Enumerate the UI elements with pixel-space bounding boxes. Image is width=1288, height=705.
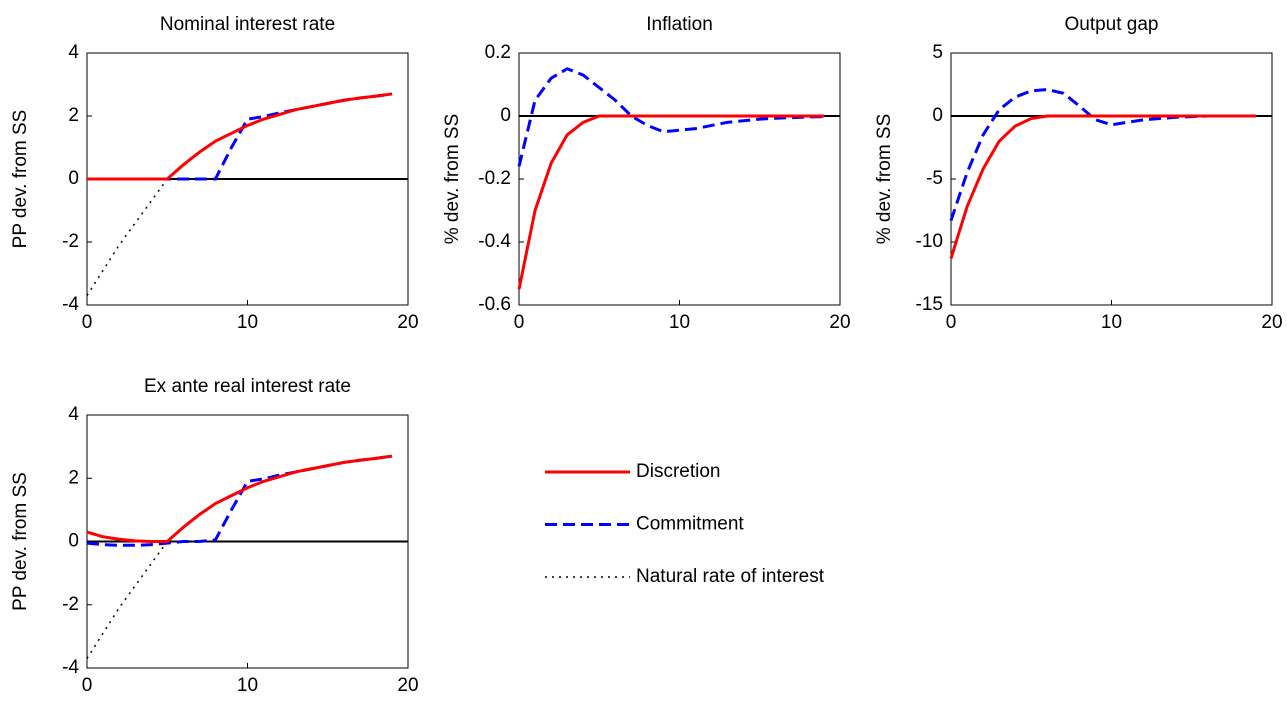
y-axis-label: PP dev. from SS bbox=[10, 472, 31, 611]
y-axis-label: % dev. from SS bbox=[442, 114, 463, 245]
plot-area bbox=[518, 52, 841, 306]
x-tick-label: 0 bbox=[946, 312, 957, 333]
x-tick-label: 20 bbox=[829, 312, 850, 333]
series-line bbox=[87, 92, 393, 181]
y-tick-label: 0.2 bbox=[485, 42, 511, 63]
x-tick-label: 0 bbox=[82, 312, 93, 333]
x-tick-label: 10 bbox=[237, 675, 258, 696]
y-axis-label: % dev. from SS bbox=[874, 114, 895, 245]
subplot: Inflation % dev. from SS 0 10 20 -0.6 -0.4 -0.2… bbox=[442, 14, 851, 333]
y-tick-label: 5 bbox=[932, 42, 943, 63]
y-tick-label: -2 bbox=[62, 594, 79, 615]
y-tick-label: 2 bbox=[68, 105, 79, 126]
x-tick-label: 0 bbox=[82, 675, 93, 696]
series-line bbox=[517, 114, 824, 290]
y-tick-label: 0 bbox=[500, 105, 511, 126]
y-tick-label: -15 bbox=[916, 294, 943, 315]
series-line bbox=[517, 67, 824, 167]
subplot-title: Inflation bbox=[646, 14, 713, 35]
plot-area bbox=[950, 52, 1273, 306]
y-tick-label: -4 bbox=[62, 657, 79, 678]
y-tick-label: 0 bbox=[68, 531, 79, 552]
y-tick-label: -2 bbox=[62, 231, 79, 252]
y-tick-label: 4 bbox=[68, 404, 79, 425]
legend-label: Commitment bbox=[636, 514, 744, 535]
subplot-title: Ex ante real interest rate bbox=[144, 376, 351, 397]
subplot-title: Nominal interest rate bbox=[160, 14, 335, 35]
x-tick-label: 10 bbox=[669, 312, 690, 333]
series-line bbox=[86, 93, 393, 296]
y-tick-label: -4 bbox=[62, 294, 79, 315]
legend-label: Discretion bbox=[636, 461, 720, 482]
y-axis-label: PP dev. from SS bbox=[10, 110, 31, 249]
y-tick-label: 4 bbox=[68, 42, 79, 63]
y-tick-label: 2 bbox=[68, 467, 79, 488]
y-tick-label: -0.6 bbox=[478, 294, 511, 315]
x-tick-label: 20 bbox=[397, 675, 418, 696]
y-tick-label: 0 bbox=[932, 105, 943, 126]
series-line bbox=[86, 454, 393, 543]
x-tick-label: 20 bbox=[1261, 312, 1282, 333]
x-tick-label: 10 bbox=[237, 312, 258, 333]
subplot-title: Output gap bbox=[1064, 14, 1158, 35]
subplot: Ex ante real interest rate PP dev. from S… bbox=[10, 376, 419, 696]
y-tick-label: 0 bbox=[68, 168, 79, 189]
x-tick-label: 20 bbox=[397, 312, 418, 333]
y-tick-label: -10 bbox=[916, 231, 943, 252]
y-tick-label: -5 bbox=[926, 168, 943, 189]
subplot: Nominal interest rate PP dev. from SS 0 10 2… bbox=[10, 14, 419, 333]
x-tick-label: 0 bbox=[514, 312, 525, 333]
subplot: Output gap % dev. from SS 0 10 20 -15 -10 -5 0 5 bbox=[874, 14, 1283, 333]
y-tick-label: -0.2 bbox=[478, 168, 511, 189]
legend-label: Natural rate of interest bbox=[636, 566, 825, 587]
x-tick-label: 10 bbox=[1101, 312, 1122, 333]
y-tick-label: -0.4 bbox=[478, 231, 511, 252]
series-line bbox=[949, 114, 1256, 259]
legend: Discretion Commitment Natural rate of inte… bbox=[545, 461, 825, 587]
